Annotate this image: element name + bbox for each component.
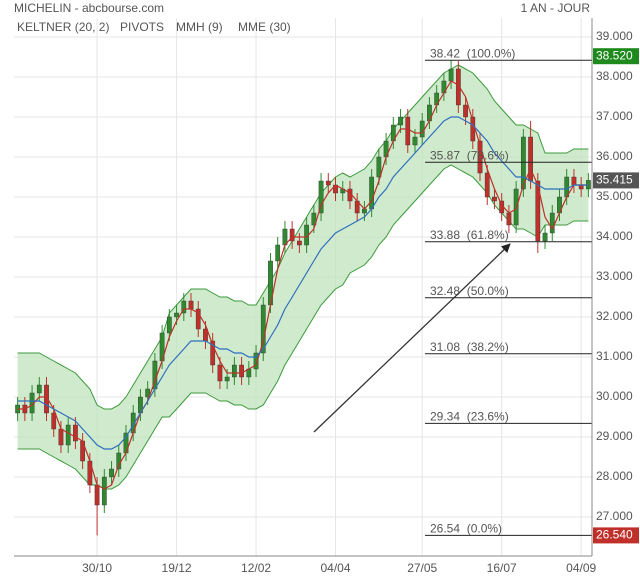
- candle-body: [376, 156, 382, 178]
- indicator-line: [17, 80, 589, 490]
- y-tick-label: 35.000: [596, 189, 633, 203]
- price-badge: [593, 48, 639, 65]
- legend-entry: MMH (9): [176, 20, 223, 34]
- candle-body: [455, 68, 461, 106]
- price-badge-label: 38.520: [596, 48, 633, 62]
- y-tick-label: 32.000: [596, 309, 633, 323]
- y-tick-label: 33.000: [596, 269, 633, 283]
- price-badge: [593, 172, 639, 189]
- candle-body: [419, 120, 425, 138]
- chart-subtitle: 1 AN - JOUR: [521, 1, 591, 15]
- candle-body: [311, 212, 317, 226]
- candle-body: [289, 228, 295, 242]
- candle-body: [275, 244, 281, 262]
- candle-body: [231, 364, 237, 378]
- trend-arrow: [313, 243, 511, 433]
- y-tick-label: 31.000: [596, 349, 633, 363]
- candle-body: [571, 176, 577, 186]
- x-tick-label: 27/05: [407, 561, 437, 575]
- keltner-upper: [17, 64, 589, 410]
- keltner-band: [17, 65, 589, 489]
- indicator-line: [17, 116, 589, 450]
- fib-label: 38.42 (100.0%): [430, 46, 515, 60]
- legend-entry: KELTNER (20, 2): [17, 20, 109, 34]
- x-tick-label: 30/10: [82, 561, 112, 575]
- candle-body: [73, 424, 78, 442]
- candle-body: [528, 136, 533, 182]
- fib-label: 33.88 (61.8%): [430, 228, 509, 242]
- x-tick-label: 04/09: [566, 561, 596, 575]
- y-tick-label: 30.000: [596, 389, 633, 403]
- y-tick-label: 29.000: [596, 429, 633, 443]
- candle-body: [253, 352, 259, 370]
- fib-label: 35.87 (78.6%): [430, 148, 509, 162]
- candle-body: [36, 384, 42, 394]
- candle-body: [477, 140, 483, 174]
- candle-body: [412, 136, 418, 146]
- legend-entry: MME (30): [238, 20, 291, 34]
- candle-body: [94, 484, 100, 506]
- candle-body: [239, 364, 244, 378]
- y-tick-label: 37.000: [596, 109, 633, 123]
- candle-body: [398, 116, 403, 126]
- y-tick-label: 39.000: [596, 29, 633, 43]
- fib-label: 29.34 (23.6%): [430, 410, 509, 424]
- candle-body: [44, 384, 49, 414]
- fib-label: 31.08 (38.2%): [430, 340, 509, 354]
- fib-label: 32.48 (50.0%): [430, 284, 509, 298]
- x-tick-label: 04/04: [320, 561, 350, 575]
- price-badge: [593, 527, 639, 544]
- candle-body: [195, 308, 201, 330]
- candle-body: [166, 316, 172, 334]
- candle-body: [405, 116, 411, 146]
- candle-body: [145, 388, 151, 398]
- plot: 27.000 28.000 29.000 30.000 31.000 32.000 33.0…: [14, 18, 639, 575]
- candle-body: [463, 104, 468, 118]
- y-tick-label: 34.000: [596, 229, 633, 243]
- price-badge-label: 26.540: [596, 528, 633, 542]
- y-tick-label: 28.000: [596, 469, 633, 483]
- candle-body: [51, 412, 57, 430]
- y-tick-label: 27.000: [596, 509, 633, 523]
- candle-body: [325, 180, 331, 186]
- candle-body: [492, 196, 497, 202]
- candle-body: [318, 180, 324, 214]
- candle-body: [174, 312, 179, 318]
- candle-body: [484, 172, 490, 198]
- candle-body: [188, 300, 194, 310]
- candle-body: [181, 300, 187, 314]
- candle-body: [297, 240, 302, 246]
- candle-body: [542, 232, 548, 242]
- candle-body: [210, 340, 216, 366]
- candle-body: [58, 428, 64, 446]
- candle-body: [535, 180, 541, 242]
- y-tick-label: 36.000: [596, 149, 633, 163]
- fib-label: 26.54 (0.0%): [430, 522, 502, 536]
- candle-body: [65, 424, 71, 446]
- y-tick-label: 38.000: [596, 69, 633, 83]
- keltner-lower: [17, 164, 589, 490]
- candle-body: [224, 376, 230, 382]
- candle-body: [217, 364, 223, 382]
- candle-body: [520, 136, 526, 190]
- x-tick-label: 16/07: [487, 561, 517, 575]
- candle-body: [448, 68, 454, 82]
- candle-body: [109, 468, 114, 478]
- price-badge-label: 35.415: [596, 173, 633, 187]
- candle-body: [101, 476, 107, 506]
- chart-title: MICHELIN - abcbourse.com: [14, 1, 164, 15]
- x-tick-label: 12/02: [241, 561, 271, 575]
- x-tick-label: 19/12: [162, 561, 192, 575]
- legend-entry: PIVOTS: [120, 20, 164, 34]
- candle-body: [506, 212, 512, 226]
- candle-body: [369, 176, 375, 210]
